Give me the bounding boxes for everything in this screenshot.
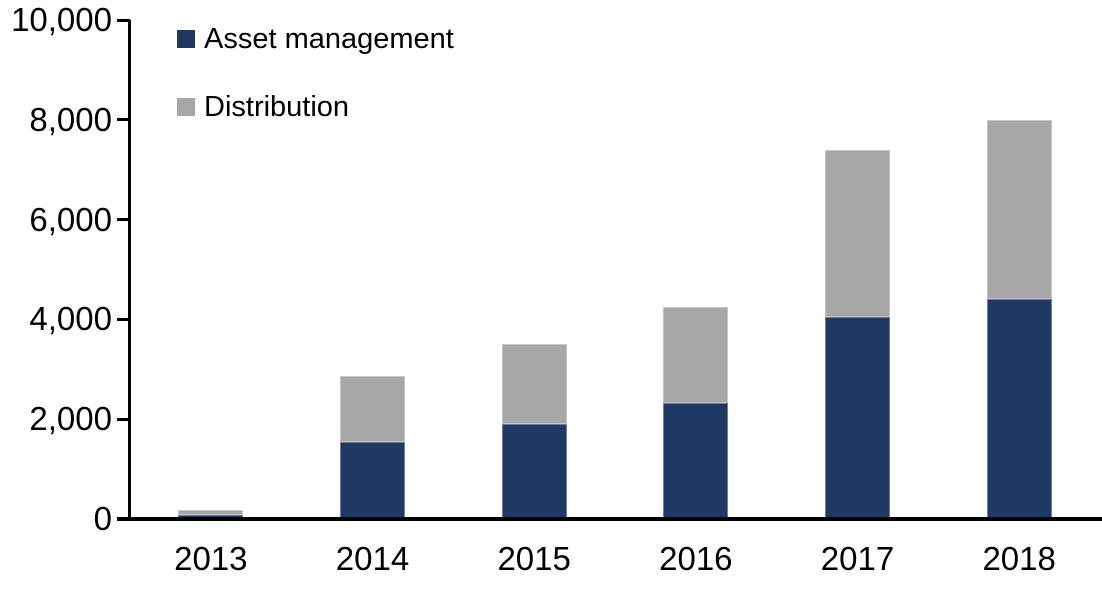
- y-axis-label-0: 0: [93, 500, 112, 537]
- bar-2018: [986, 119, 1052, 519]
- bar-segment-2017-asset-management: [825, 316, 890, 519]
- bar-segment-2018-asset-management: [986, 299, 1052, 519]
- y-axis-label-8-000: 8,000: [29, 100, 112, 138]
- x-axis-label-2016: 2016: [659, 540, 733, 577]
- legend-label-asset-management: Asset management: [204, 22, 454, 55]
- bar-2014: [340, 376, 405, 519]
- bar-segment-2018-distribution: [986, 119, 1052, 300]
- y-axis-label-4-000: 4,000: [29, 300, 112, 338]
- y-axis-label-2-000: 2,000: [29, 400, 112, 438]
- legend-swatch-distribution-icon: [177, 98, 195, 116]
- legend: Asset management Distribution: [177, 20, 454, 156]
- legend-item-distribution: Distribution: [177, 88, 454, 126]
- bar-segment-2015-asset-management: [501, 424, 567, 519]
- x-axis-line: [117, 517, 1102, 521]
- y-axis-label-10-000: 10,000: [11, 1, 112, 38]
- y-axis-tick-10-000: [117, 18, 130, 22]
- bar-segment-2017-distribution: [825, 149, 890, 317]
- y-axis-line: [128, 20, 131, 520]
- x-axis-label-2014: 2014: [335, 540, 410, 577]
- bar-segment-2013-asset-management: [178, 514, 244, 519]
- bar-segment-2014-asset-management: [340, 441, 405, 519]
- bar-segment-2014-distribution: [340, 376, 405, 442]
- x-axis-label-2017: 2017: [820, 540, 895, 577]
- bar-2017: [825, 149, 890, 519]
- y-axis-tick-8-000: [117, 118, 130, 122]
- bar-segment-2016-asset-management: [663, 403, 729, 519]
- bar-segment-2013-distribution: [178, 509, 244, 515]
- y-axis-tick-4-000: [117, 317, 130, 321]
- y-axis-tick-6-000: [117, 218, 130, 222]
- legend-label-distribution: Distribution: [204, 90, 350, 123]
- bar-2016: [663, 306, 729, 519]
- y-axis-tick-2-000: [117, 417, 130, 421]
- legend-swatch-asset-management-icon: [177, 30, 195, 48]
- x-axis-label-2015: 2015: [497, 540, 571, 577]
- legend-item-asset-management: Asset management: [177, 20, 454, 58]
- bar-2013: [178, 509, 244, 519]
- bar-2015: [501, 344, 567, 519]
- y-axis-label-6-000: 6,000: [29, 200, 112, 238]
- x-axis-label-2013: 2013: [174, 540, 248, 577]
- x-axis-label-2018: 2018: [982, 540, 1056, 577]
- bar-segment-2016-distribution: [663, 306, 729, 404]
- bar-segment-2015-distribution: [501, 344, 567, 425]
